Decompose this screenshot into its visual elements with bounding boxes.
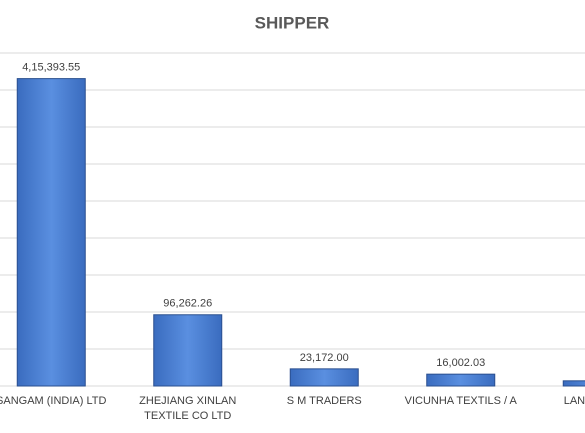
value-label: 23,172.00 [300,352,349,364]
bar [289,368,359,387]
x-tick-label: S M TRADERS [286,395,362,407]
x-tick-label: SANGAM (INDIA) LTD [0,395,107,407]
x-tick-label: ZHEJIANG XINLAN TEXTILE CO LTD [139,395,237,422]
bar [426,373,496,387]
value-label: 4,15,393.55 [22,62,80,74]
chart-title: SHIPPER [255,13,330,32]
value-label: 96,262.26 [163,298,212,310]
x-tick-label: LANXI YONG [563,395,585,407]
bar [153,314,223,387]
bar [16,78,86,387]
x-tick-label: VICUNHA TEXTILS / A [404,395,517,407]
value-label: 16,002.03 [436,357,485,369]
bar [562,380,585,387]
